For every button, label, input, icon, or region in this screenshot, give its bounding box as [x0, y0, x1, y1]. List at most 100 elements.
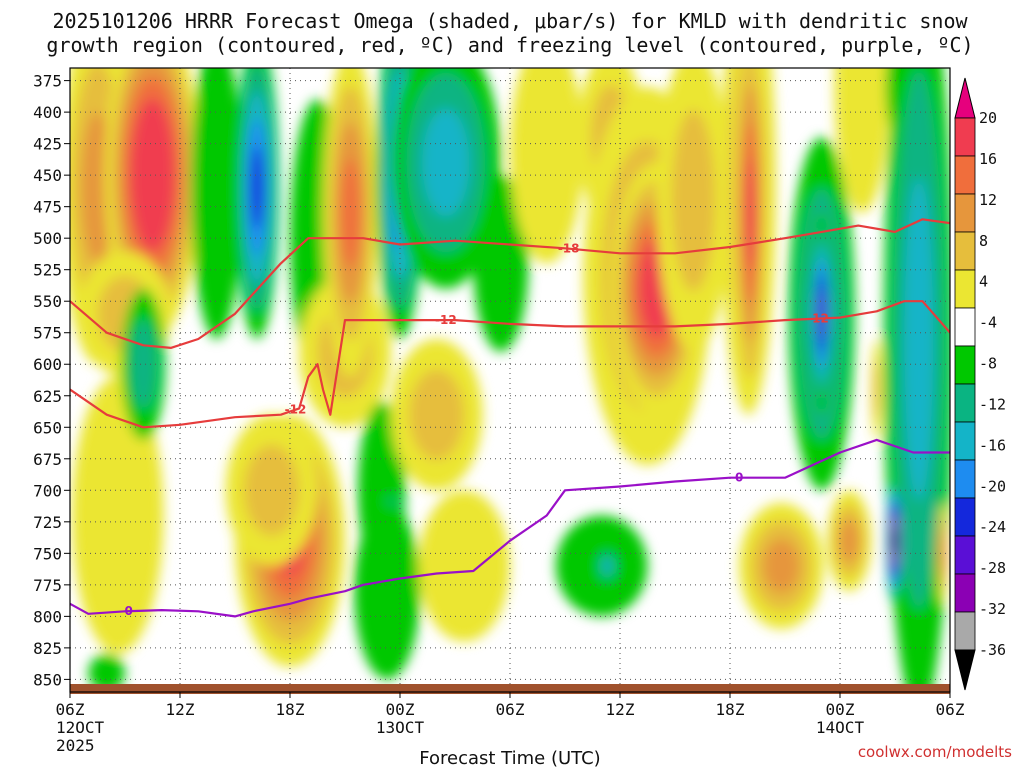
x-axis-label: Forecast Time (UTC): [419, 748, 600, 768]
xtick-label-6-0: 18Z: [716, 700, 745, 719]
omega-cell-41-level-9: [893, 531, 897, 550]
omega-cell-0-level-2: [81, 112, 114, 264]
gridlines: [70, 68, 950, 692]
omega-cell-40-level-2: [903, 176, 934, 502]
colorbar-swatch-0: [954, 117, 976, 157]
y-axis-pressure-ticks: 375 400 425 450 475 500 525 550 575 600 625 650 675 7…: [33, 72, 70, 689]
omega-cell-32-level-2: [763, 538, 800, 593]
ytick-label-375: 375: [33, 72, 62, 91]
chart-title-line-2: growth region (contoured, red, ºC) and f…: [46, 33, 973, 57]
omega-cell-31-level-4: [745, 157, 755, 268]
omega-cell-1-level-6: [142, 142, 163, 208]
ytick-label-575: 575: [33, 324, 62, 343]
colorbar-swatch-6: [954, 345, 976, 385]
xtick-label-7-1: 14OCT: [816, 718, 865, 737]
ytick-label-775: 775: [33, 576, 62, 595]
omega-cell-22-level-0: [473, 175, 529, 352]
omega-cell-34-level-5: [818, 290, 825, 338]
colorbar-label-12: -32: [979, 600, 1006, 618]
omega-cell-42-level-3: [940, 536, 945, 571]
omega-cell-17-level-0: [354, 502, 421, 680]
colorbar-swatch-3: [954, 231, 976, 271]
xtick-label-0-1: 12OCT: [56, 718, 105, 737]
ytick-label-675: 675: [33, 450, 62, 469]
omega-cell-20-level-1: [409, 369, 465, 461]
ytick-label-525: 525: [33, 261, 62, 280]
ytick-label-650: 650: [33, 418, 62, 437]
ytick-label-850: 850: [33, 670, 62, 689]
colorbar-label-8: -16: [979, 436, 1006, 454]
omega-cell-21-level-0: [418, 490, 510, 642]
colorbar-label-13: -36: [979, 641, 1006, 659]
omega-cell-19-level-2: [422, 108, 470, 217]
omega-cell-28-level-2: [602, 557, 612, 575]
ytick-label-400: 400: [33, 103, 62, 122]
ytick-label-475: 475: [33, 198, 62, 217]
colorbar-swatch-13: [954, 611, 976, 651]
omega-cell-43-level-1: [873, 359, 880, 420]
colorbar-label-5: -4: [979, 314, 997, 332]
colorbar-swatch-8: [954, 421, 976, 461]
contour-label-0: -18: [558, 242, 580, 256]
omega-cell-29-level-1: [671, 109, 716, 292]
contour-label-1: -12: [435, 313, 457, 327]
xtick-label-4-0: 06Z: [496, 700, 525, 719]
colorbar-label-2: 12: [979, 191, 997, 209]
xtick-label-5-0: 12Z: [606, 700, 635, 719]
xtick-label-1-0: 12Z: [166, 700, 195, 719]
colorbar-swatch-1: [954, 155, 976, 195]
ytick-label-725: 725: [33, 513, 62, 532]
xtick-label-0-0: 06Z: [56, 700, 85, 719]
omega-cell-7-level-0: [88, 654, 125, 692]
colorbar-label-7: -12: [979, 395, 1006, 413]
omega-cell-8-level-0: [191, 68, 243, 339]
colorbar-swatch-11: [954, 535, 976, 575]
omega-cell-23-level-0: [510, 68, 584, 264]
colorbar-label-3: 8: [979, 232, 988, 250]
ytick-label-600: 600: [33, 355, 62, 374]
xtick-label-0-2: 2025: [56, 736, 95, 755]
colorbar-bottom-arrow: [954, 649, 976, 691]
omega-cell-9-level-4: [251, 146, 263, 230]
omega-cell-11-level-1: [244, 444, 300, 536]
colorbar-label-11: -28: [979, 559, 1006, 577]
xtick-label-2-0: 18Z: [276, 700, 305, 719]
omega-cell-35-level-0: [834, 68, 890, 213]
xtick-label-3-0: 00Z: [386, 700, 415, 719]
colorbar-label-1: 16: [979, 150, 997, 168]
colorbar: 20 16 12 8 4 -4 -8 -12 -16 -20 -24 -28 -32 -36: [954, 77, 1006, 691]
ytick-label-550: 550: [33, 292, 62, 311]
colorbar-swatch-12: [954, 573, 976, 613]
terrain-ground-strip: [70, 684, 950, 694]
colorbar-label-4: 4: [979, 273, 988, 291]
colorbar-swatch-2: [954, 193, 976, 233]
contour-label-2: -12: [285, 403, 307, 417]
colorbar-top-arrow: [954, 77, 976, 119]
colorbar-label-6: -8: [979, 355, 997, 373]
omega-cell-6-level-1: [130, 318, 157, 410]
colorbar-swatch-10: [954, 497, 976, 537]
omega-cell-14-level-3: [341, 158, 360, 268]
colorbar-label-10: -24: [979, 518, 1006, 536]
xtick-label-3-1: 13OCT: [376, 718, 425, 737]
ytick-label-700: 700: [33, 481, 62, 500]
ytick-label-625: 625: [33, 387, 62, 406]
colorbar-label-9: -20: [979, 477, 1006, 495]
colorbar-swatch-7: [954, 383, 976, 423]
contour-line--18-0: [70, 218, 950, 349]
colorbar-label-0: 20: [979, 109, 997, 127]
ytick-label-450: 450: [33, 166, 62, 185]
ytick-label-425: 425: [33, 135, 62, 154]
xtick-label-7-0: 00Z: [826, 700, 855, 719]
contour-line--12-1: [70, 300, 950, 429]
source-credit[interactable]: coolwx.com/modelts: [858, 743, 1012, 761]
ytick-label-500: 500: [33, 229, 62, 248]
contour-line-0-2: [70, 438, 950, 618]
ytick-label-750: 750: [33, 544, 62, 563]
contour-label-3: -12: [807, 312, 829, 326]
colorbar-swatch-9: [954, 459, 976, 499]
omega-cell-36-level-2: [839, 519, 859, 563]
ytick-label-800: 800: [33, 607, 62, 626]
